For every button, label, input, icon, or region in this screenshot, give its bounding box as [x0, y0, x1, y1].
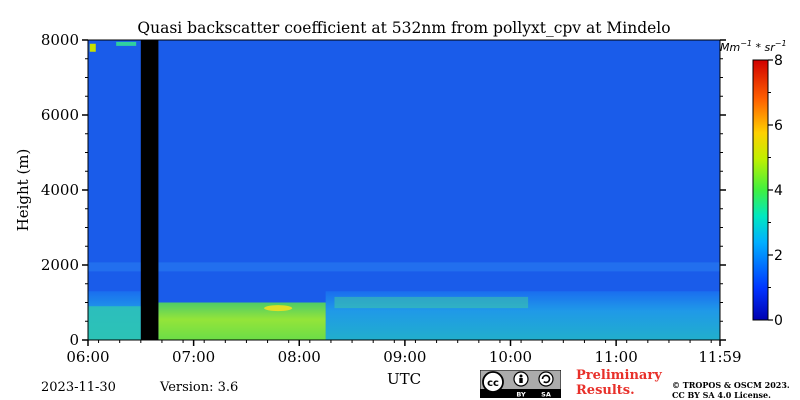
x-tick-label: 08:00: [278, 348, 321, 366]
y-tick-label: 8000: [41, 31, 79, 49]
preliminary-notice: Preliminary Results.: [576, 368, 662, 398]
colorbar-ticks: 0 2 4 6 8: [768, 53, 783, 329]
sa-icon: SA: [538, 371, 554, 399]
y-axis: 0 2000 4000 6000 8000: [41, 31, 726, 349]
colorbar-tick-label: 2: [774, 248, 783, 264]
y-tick-label: 4000: [41, 181, 79, 199]
y-tick-label: 6000: [41, 106, 79, 124]
heatmap-layers: [88, 40, 720, 340]
svg-text:cc: cc: [487, 378, 499, 389]
license-line-2: CC BY SA 4.0 License.: [672, 390, 771, 400]
by-text: BY: [516, 391, 526, 399]
colorbar-tick-label: 6: [774, 118, 783, 134]
colorbar: 0 2 4 6 8 Mm−1 * sr−1: [720, 39, 787, 329]
version-label: Version: 3.6: [160, 380, 239, 395]
cc-license-badge[interactable]: cc BY SA: [480, 370, 561, 398]
x-tick-label: 10:00: [489, 348, 532, 366]
x-axis-label: UTC: [387, 370, 421, 388]
license-line-1: © TROPOS & OSCM 2023.: [672, 380, 790, 390]
early-aerosol-band: [88, 306, 141, 340]
colorbar-gradient: [752, 59, 769, 321]
elevated-layer: [334, 296, 529, 309]
colorbar-label: Mm−1 * sr−1: [720, 39, 787, 54]
top-noise: [89, 43, 96, 52]
colorbar-tick-label: 4: [774, 183, 783, 199]
top-noise: [116, 41, 137, 46]
y-tick-label: 0: [69, 331, 79, 349]
x-tick-label: 06:00: [66, 348, 109, 366]
sa-text: SA: [541, 391, 551, 399]
preliminary-line-2: Results.: [576, 383, 635, 398]
x-tick-label: 11:00: [595, 348, 638, 366]
heatmap-background: [88, 40, 720, 340]
by-icon: BY: [513, 371, 529, 399]
colorbar-tick-label: 0: [774, 313, 783, 329]
y-axis-label: Height (m): [14, 149, 32, 232]
x-tick-label: 09:00: [383, 348, 426, 366]
x-axis: 06:00 07:00 08:00 09:00 10:00 11:00 11:59: [66, 340, 742, 366]
no-data-gap: [140, 40, 159, 340]
colorbar-tick-label: 8: [774, 53, 783, 69]
plot-area: [88, 40, 720, 340]
date-label: 2023-11-30: [41, 380, 116, 395]
license-notice: © TROPOS & OSCM 2023. CC BY SA 4.0 Licen…: [672, 380, 790, 400]
y-tick-label: 2000: [41, 256, 79, 274]
dense-aerosol-band: [158, 302, 326, 340]
cc-icon: cc: [482, 371, 504, 393]
chart-title: Quasi backscatter coefficient at 532nm f…: [137, 19, 670, 37]
x-tick-label: 07:00: [172, 348, 215, 366]
aerosol-layer: [88, 262, 720, 272]
x-tick-label: 11:59: [698, 348, 741, 366]
peak-value-spot: [264, 305, 293, 312]
preliminary-line-1: Preliminary: [576, 368, 662, 383]
